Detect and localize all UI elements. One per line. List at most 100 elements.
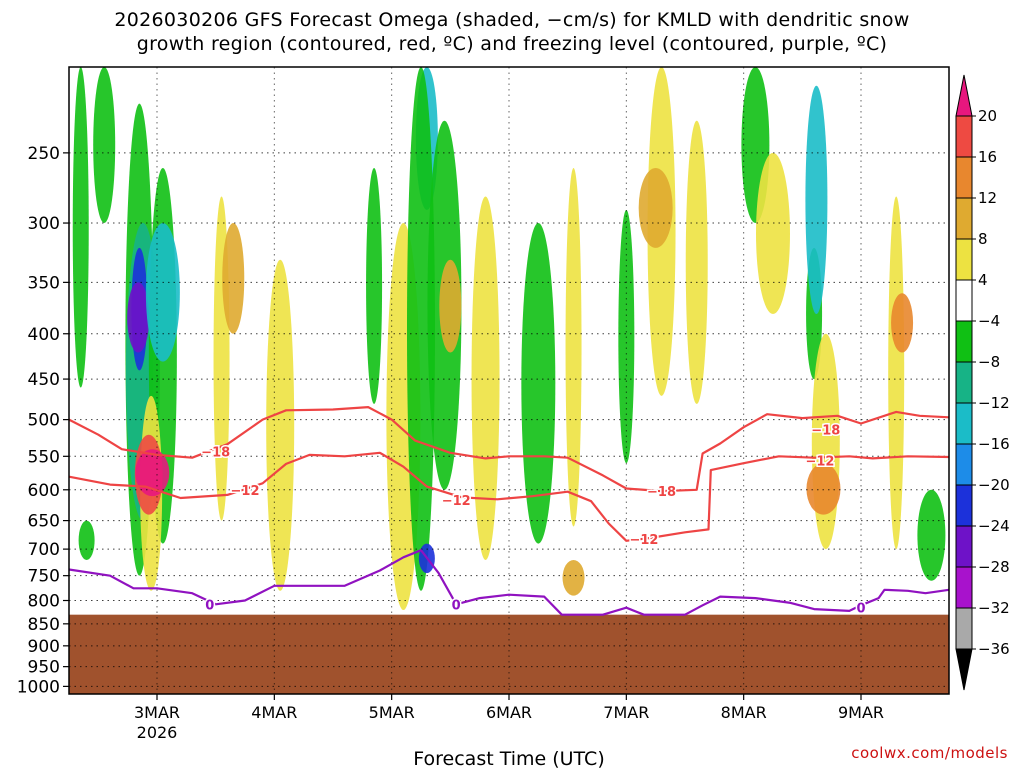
- omega-shade-27: [638, 167, 673, 248]
- colorbar-bin-3: [955, 197, 973, 240]
- omega-shade-11: [135, 449, 170, 497]
- x-tick-year-label: 2026: [137, 723, 178, 742]
- colorbar-label-13: −36: [978, 640, 1010, 658]
- omega-shade-34: [811, 333, 840, 550]
- y-tick-label-450: 450: [28, 370, 60, 390]
- omega-shade-33: [805, 85, 828, 315]
- omega-shade-35: [806, 463, 841, 515]
- x-axis-label: Forecast Time (UTC): [413, 748, 604, 768]
- y-tick-label-400: 400: [28, 325, 60, 345]
- title-line-1: 2026030206 GFS Forecast Omega (shaded, −…: [114, 9, 910, 31]
- colorbar-label-3: 8: [978, 230, 988, 248]
- omega-shade-18: [407, 67, 435, 591]
- colorbar-bin-8: [955, 402, 973, 445]
- x-tick-label-8MAR: 8MAR: [721, 703, 767, 722]
- contour-label-1-3: −12: [805, 454, 834, 469]
- title-line-2: growth region (contoured, red, ºC) and f…: [136, 33, 888, 55]
- x-tick-label-3MAR: 3MAR: [134, 703, 180, 722]
- omega-shade-37: [891, 293, 914, 353]
- omega-shade-24: [565, 167, 582, 527]
- colorbar-label-7: −12: [978, 394, 1010, 412]
- colorbar-bin-11: [955, 525, 973, 568]
- contour-label-1-0: −12: [231, 484, 260, 499]
- contour-label-2-0: 0: [205, 598, 214, 613]
- colorbar-bin-12: [955, 566, 973, 609]
- omega-shade-7: [145, 223, 180, 362]
- colorbar-label-0: 20: [978, 107, 997, 125]
- colorbar-label-6: −8: [978, 353, 1000, 371]
- contour-line-1: [68, 451, 950, 542]
- omega-shade-38: [917, 489, 946, 581]
- plot-area: [69, 66, 949, 694]
- y-tick-label-850: 850: [28, 615, 60, 635]
- omega-shade-21: [439, 259, 462, 353]
- colorbar-label-12: −32: [978, 599, 1010, 617]
- omega-shade-14: [266, 259, 295, 591]
- colorbar-cap-top: [955, 74, 973, 117]
- y-tick-label-800: 800: [28, 592, 60, 612]
- y-axis: 2503003504004505005506006507007508008509…: [17, 144, 69, 697]
- colorbar-bin-10: [955, 484, 973, 527]
- colorbar-bin-6: [955, 320, 973, 363]
- contour-line-2: [68, 549, 950, 616]
- omega-shade-29: [685, 120, 708, 404]
- omega-shade-8: [78, 520, 95, 560]
- contour-label-0-0: −18: [201, 445, 230, 460]
- colorbar-bin-2: [955, 156, 973, 199]
- y-tick-label-300: 300: [28, 214, 60, 234]
- x-tick-label-5MAR: 5MAR: [369, 703, 415, 722]
- y-tick-label-550: 550: [28, 447, 60, 467]
- omega-shade-23: [521, 223, 556, 544]
- contour-label-2-2: 0: [856, 602, 865, 617]
- x-tick-label-9MAR: 9MAR: [838, 703, 884, 722]
- colorbar-label-2: 12: [978, 189, 997, 207]
- y-tick-label-350: 350: [28, 273, 60, 293]
- colorbar-label-10: −24: [978, 517, 1010, 535]
- contour-label-2-1: 0: [452, 598, 461, 613]
- omega-shade-5: [127, 282, 150, 353]
- colorbar-bin-4: [955, 238, 973, 281]
- colorbar-label-4: 4: [978, 271, 988, 289]
- x-tick-label-6MAR: 6MAR: [486, 703, 532, 722]
- colorbar-bin-5: [955, 279, 973, 322]
- omega-shade-25: [562, 559, 585, 596]
- y-tick-label-650: 650: [28, 512, 60, 532]
- colorbar-bin-1: [955, 115, 973, 158]
- colorbar-bin-7: [955, 361, 973, 404]
- omega-shade-31: [756, 152, 790, 315]
- x-tick-label-7MAR: 7MAR: [603, 703, 649, 722]
- colorbar-label-1: 16: [978, 148, 997, 166]
- colorbar-label-8: −16: [978, 435, 1010, 453]
- y-tick-label-1000: 1000: [17, 677, 60, 697]
- colorbar-label-11: −28: [978, 558, 1010, 576]
- contour-label-1-2: −12: [629, 533, 658, 548]
- gridlines: [69, 67, 949, 694]
- y-tick-label-750: 750: [28, 567, 60, 587]
- contour-line-0: [68, 406, 950, 493]
- y-tick-label-900: 900: [28, 637, 60, 657]
- y-tick-label-600: 600: [28, 481, 60, 501]
- chart-title: 2026030206 GFS Forecast Omega (shaded, −…: [0, 8, 1024, 56]
- omega-shade-0: [72, 67, 89, 388]
- contour-label-1-1: −12: [442, 494, 471, 509]
- x-tick-label-4MAR: 4MAR: [251, 703, 297, 722]
- omega-shade-16: [366, 167, 383, 404]
- colorbar-bin-13: [955, 607, 973, 650]
- credit-text: coolwx.com/models: [851, 744, 1008, 762]
- colorbar-cap-bottom: [955, 648, 973, 691]
- omega-shade-13: [222, 223, 245, 334]
- y-tick-label-250: 250: [28, 144, 60, 164]
- omega-shade-1: [93, 66, 116, 224]
- omega-shade-22: [471, 196, 500, 560]
- y-tick-label-700: 700: [28, 540, 60, 560]
- y-tick-label-500: 500: [28, 411, 60, 431]
- contour-label-0-2: −18: [811, 424, 840, 439]
- omega-shade-36: [888, 196, 905, 550]
- colorbar-label-5: −4: [978, 312, 1000, 330]
- y-tick-label-950: 950: [28, 658, 60, 678]
- colorbar-label-9: −20: [978, 476, 1010, 494]
- contour-layer: −18 −18 −18 −12 −12 −12 −12 0 0 0: [68, 406, 950, 618]
- ground-fill: [69, 614, 949, 694]
